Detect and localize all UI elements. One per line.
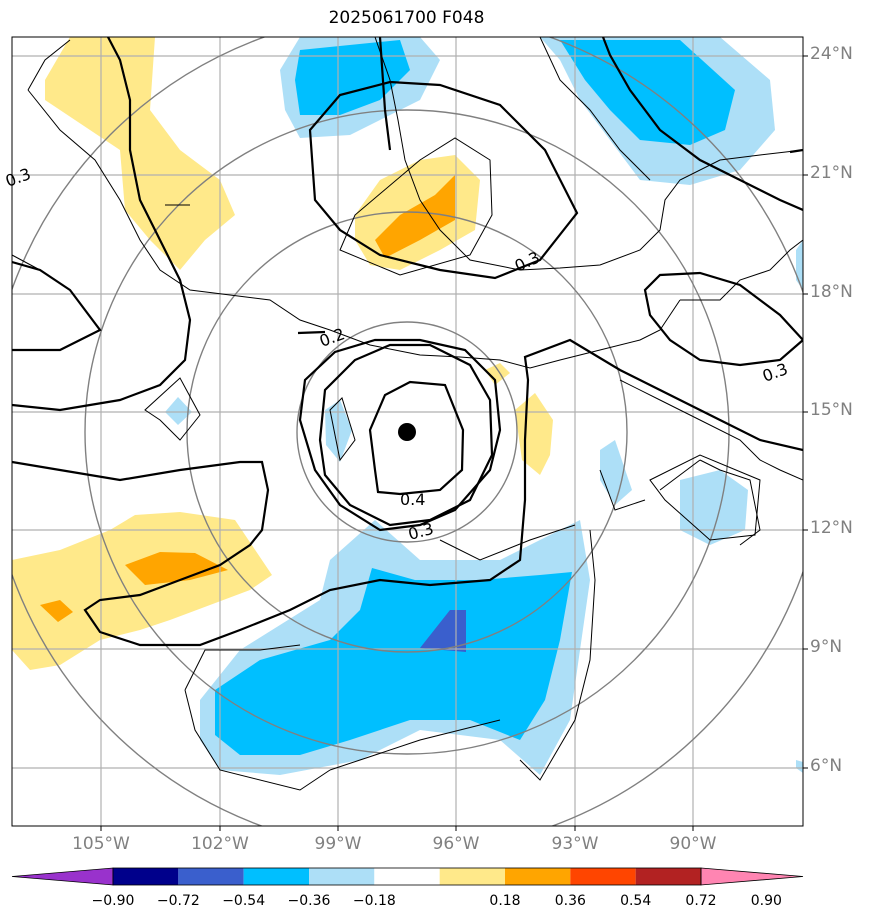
colorbar-tick-label: 0.54 [620,893,652,909]
shade-orange [40,600,73,622]
colorbar-segment [113,868,179,885]
contour-label: 0.3 [760,359,790,386]
contour-east-1 [601,37,803,212]
graticule [12,37,803,826]
colorbar-segment [570,868,636,885]
contour-label: 0.4 [400,490,425,509]
colorbar-tick-label: −0.54 [222,893,266,909]
colorbar-tick-label: 0.72 [685,893,717,909]
shade-blue [215,568,572,755]
shade-light-yellow [485,363,510,385]
lon-label: 96°W [432,834,480,854]
colorbar-tick-label: −0.90 [91,893,135,909]
lat-label: 24°N [810,44,853,64]
shade-dark-blue [420,610,466,652]
shade-light-yellow [45,37,235,270]
contour-upper [378,37,392,151]
shade-light-yellow [515,393,553,475]
shade-light-yellow [12,512,272,670]
coastlines [12,37,803,791]
lon-label: 93°W [551,834,599,854]
contour-west-2 [12,37,192,412]
shade-light-blue [680,470,748,545]
shade-light-blue [165,397,192,425]
contour-0.2 [297,330,326,335]
colorbar-frame [112,867,702,886]
contour-0.3-north [308,80,579,280]
colorbar-tick-label: −0.18 [352,893,396,909]
shade-orange [125,552,228,585]
colorbar [11,867,804,886]
shading-layer [12,37,803,775]
contours [12,37,803,647]
colorbar-tick-label: 0.36 [554,893,586,909]
shade-light-blue [600,440,632,505]
lat-label: 21°N [810,163,853,183]
contour-label: 0.2 [317,324,347,351]
shade-blue [560,40,735,145]
colorbar-segment [309,868,375,885]
lat-label: 12°N [810,518,853,538]
colorbar-tick-label: 0.90 [750,893,782,909]
contour-west-3 [12,338,803,647]
lat-label: 6°N [810,756,843,776]
colorbar-segment [374,868,440,885]
colorbar-segment [243,868,309,885]
lat-label: 9°N [810,637,843,657]
storm-center-dot [398,423,416,441]
contour-east-3 [789,148,803,154]
colorbar-segment [635,868,701,885]
contour-ring [318,343,494,527]
colorbar-extend-low [11,867,114,886]
lon-label: 90°W [669,834,717,854]
lon-label: 99°W [314,834,362,854]
map-frame [11,36,804,827]
shade-orange [375,175,455,258]
contour-east-2 [643,271,803,367]
contour-label: 0.3 [3,164,33,191]
contour-west-1 [12,260,102,352]
lat-label: 15°N [810,400,853,420]
colorbar-tick-label: −0.36 [287,893,331,909]
colorbar-segment [505,868,571,885]
tick-marks [100,55,808,831]
lat-label: 18°N [810,282,853,302]
map-title: 2025061700 F048 [328,8,485,28]
shade-light-blue [796,760,803,773]
lon-label: 102°W [191,834,249,854]
colorbar-segment [439,868,505,885]
contour-0.3-inner [298,338,502,532]
colorbar-segment [178,868,244,885]
colorbar-extend-high [700,867,804,886]
colorbar-tick-label: −0.72 [156,893,200,909]
colorbar-tick-label: 0.18 [489,893,521,909]
contour-label: 0.3 [512,248,543,276]
lon-label: 105°W [72,834,130,854]
contour-0.4 [368,380,465,496]
